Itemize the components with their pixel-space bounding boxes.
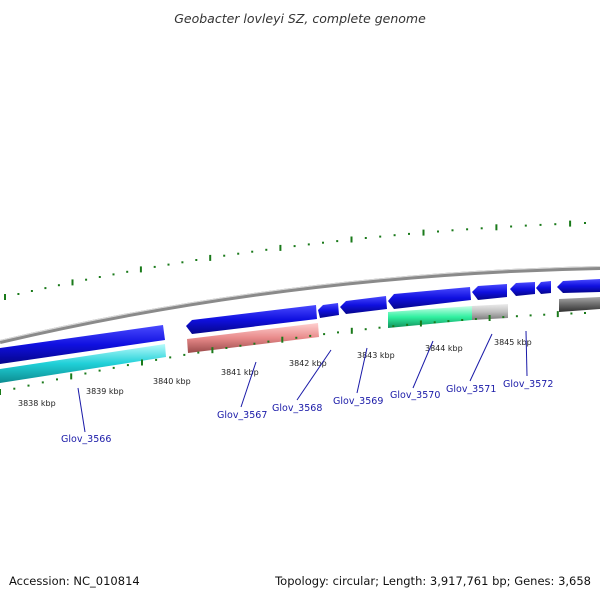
tick-label-3844: 3844 kbp <box>425 344 463 353</box>
tick-label-3839: 3839 kbp <box>86 387 124 396</box>
forward-strand-genes <box>0 279 600 364</box>
gene-label-glov-3570[interactable]: Glov_3570 <box>390 390 440 401</box>
dark-gray-block[interactable] <box>559 297 600 312</box>
map-title: Geobacter lovleyi SZ, complete genome <box>174 11 426 26</box>
gene-block-forward-9[interactable] <box>557 279 600 293</box>
gene-label-glov-3571[interactable]: Glov_3571 <box>446 384 496 395</box>
tick-label-3840: 3840 kbp <box>153 377 191 386</box>
cds-pink-block[interactable] <box>187 323 319 353</box>
gene-label-glov-3567[interactable]: Glov_3567 <box>217 410 267 421</box>
backbone-line <box>0 266 600 344</box>
tick-label-3842: 3842 kbp <box>289 359 327 368</box>
tick-label-3838: 3838 kbp <box>18 399 56 408</box>
gene-block-forward-8[interactable] <box>536 281 551 294</box>
gene-block-forward-3[interactable] <box>318 303 339 318</box>
gene-label-glov-3566[interactable]: Glov_3566 <box>61 434 111 445</box>
gene-label-glov-3568[interactable]: Glov_3568 <box>272 403 322 414</box>
gene-block-forward-2[interactable] <box>186 305 317 334</box>
tick-label-3845: 3845 kbp <box>494 338 532 347</box>
tick-label-3843: 3843 kbp <box>357 351 395 360</box>
accession-text: Accession: NC_010814 <box>9 574 140 588</box>
backbone-highlight <box>0 266 600 341</box>
gene-leader-lines <box>77 330 528 433</box>
outer-dotted-ring <box>4 220 586 300</box>
cds-features <box>0 297 600 383</box>
gene-label-glov-3569[interactable]: Glov_3569 <box>333 396 383 407</box>
tick-label-3841: 3841 kbp <box>221 368 259 377</box>
inner-dotted-ring <box>0 311 586 395</box>
gene-block-forward-5[interactable] <box>388 287 471 309</box>
gene-block-forward-6[interactable] <box>472 284 507 300</box>
gene-labels: Glov_3566 Glov_3567 Glov_3568 Glov_3569 … <box>61 379 553 445</box>
cds-green-block[interactable] <box>388 306 472 328</box>
gene-block-forward-7[interactable] <box>510 282 535 296</box>
gene-block-forward-4[interactable] <box>340 296 387 314</box>
gene-block-forward-1[interactable] <box>0 325 165 364</box>
cds-gray-block[interactable] <box>472 304 508 320</box>
scale-labels: 3838 kbp 3839 kbp 3840 kbp 3841 kbp 3842… <box>18 338 532 408</box>
cds-cyan-block[interactable] <box>0 344 166 383</box>
genome-summary-text: Topology: circular; Length: 3,917,761 bp… <box>274 574 591 588</box>
gene-label-glov-3572[interactable]: Glov_3572 <box>503 379 553 390</box>
